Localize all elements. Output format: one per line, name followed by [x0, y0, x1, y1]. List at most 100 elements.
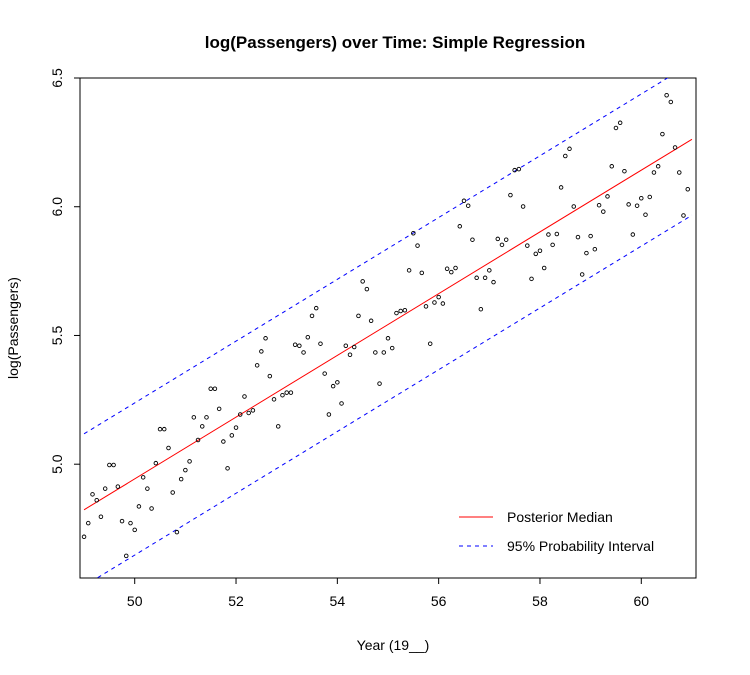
- data-point: [677, 170, 682, 175]
- data-point: [267, 373, 273, 379]
- data-point: [398, 308, 403, 314]
- x-axis-label: Year (19__): [357, 637, 430, 653]
- data-point: [208, 386, 213, 392]
- data-point: [356, 313, 361, 319]
- data-point: [330, 383, 336, 389]
- data-point: [81, 534, 87, 540]
- data-point: [668, 99, 674, 105]
- data-point: [326, 412, 332, 417]
- y-tick-label-2: 6.0: [49, 197, 65, 217]
- data-point: [373, 350, 378, 355]
- data-point: [432, 300, 437, 305]
- data-point: [301, 350, 306, 355]
- data-point: [470, 237, 475, 242]
- data-point: [297, 343, 302, 349]
- data-point: [115, 484, 121, 489]
- data-point: [495, 236, 501, 242]
- data-point: [229, 433, 235, 438]
- data-point: [516, 166, 522, 172]
- y-tick-label-1: 5.5: [49, 326, 65, 346]
- data-point: [368, 318, 374, 324]
- data-point: [385, 336, 391, 341]
- data-point: [474, 275, 479, 281]
- data-point: [558, 185, 564, 190]
- data-point: [237, 412, 243, 417]
- data-point: [617, 120, 623, 126]
- data-point: [436, 294, 441, 300]
- data-point: [444, 266, 450, 272]
- data-point: [655, 164, 661, 169]
- data-point: [440, 301, 446, 306]
- data-point: [394, 310, 399, 316]
- data-point: [149, 506, 154, 511]
- data-point: [411, 231, 416, 236]
- data-point: [140, 475, 146, 480]
- data-point: [178, 476, 184, 482]
- data-point: [672, 145, 678, 150]
- data-point: [512, 167, 517, 173]
- data-point: [292, 342, 298, 347]
- data-point: [119, 518, 125, 524]
- data-point: [685, 186, 690, 192]
- data-point: [132, 527, 137, 533]
- data-point: [575, 234, 581, 240]
- data-point: [166, 445, 171, 451]
- data-point: [174, 529, 180, 535]
- data-point: [596, 202, 602, 208]
- data-point: [339, 401, 344, 406]
- data-point: [605, 194, 610, 199]
- data-point: [567, 146, 572, 152]
- data-point: [520, 204, 526, 209]
- data-point: [145, 486, 150, 491]
- data-point: [124, 553, 129, 559]
- data-point: [94, 497, 99, 503]
- data-point: [541, 265, 547, 271]
- data-point: [271, 397, 277, 402]
- data-point: [508, 192, 513, 198]
- x-tick-label-60: 60: [634, 593, 650, 609]
- data-point: [284, 390, 289, 395]
- data-point: [634, 203, 640, 208]
- interval-lower-line: [96, 214, 693, 578]
- plot-frame: [79, 77, 697, 579]
- data-point: [482, 275, 488, 281]
- data-point: [322, 371, 327, 376]
- data-point: [647, 194, 652, 200]
- data-point: [639, 195, 644, 201]
- data-point: [199, 424, 205, 429]
- x-tick-label-54: 54: [330, 593, 346, 609]
- data-point: [381, 350, 387, 355]
- x-axis: 50 52 54 56 58 60: [127, 578, 649, 609]
- data-point: [204, 415, 209, 420]
- data-point: [128, 520, 133, 526]
- data-point: [191, 415, 197, 420]
- data-point: [499, 242, 505, 248]
- data-point: [465, 203, 471, 208]
- data-point: [406, 268, 412, 273]
- y-tick-label-3: 6.5: [49, 68, 65, 88]
- data-point: [423, 304, 429, 309]
- y-tick-label-0: 5.0: [49, 454, 65, 474]
- data-point: [102, 486, 108, 491]
- data-point: [351, 344, 357, 350]
- data-point: [242, 394, 247, 399]
- data-point: [246, 410, 251, 416]
- data-point: [280, 392, 285, 398]
- data-point: [664, 93, 669, 98]
- chart-title: log(Passengers) over Time: Simple Regres…: [205, 33, 585, 52]
- data-point: [343, 343, 349, 349]
- data-point: [588, 233, 593, 239]
- data-point: [449, 269, 454, 275]
- x-tick-label-56: 56: [431, 593, 447, 609]
- data-point: [546, 232, 551, 237]
- data-point: [415, 243, 420, 248]
- x-tick-label-58: 58: [532, 593, 548, 609]
- data-point: [170, 490, 175, 495]
- data-point: [681, 213, 686, 218]
- data-point: [153, 460, 159, 466]
- data-point: [111, 462, 116, 468]
- data-point: [212, 386, 218, 392]
- data-point: [183, 467, 188, 473]
- data-point: [233, 425, 239, 430]
